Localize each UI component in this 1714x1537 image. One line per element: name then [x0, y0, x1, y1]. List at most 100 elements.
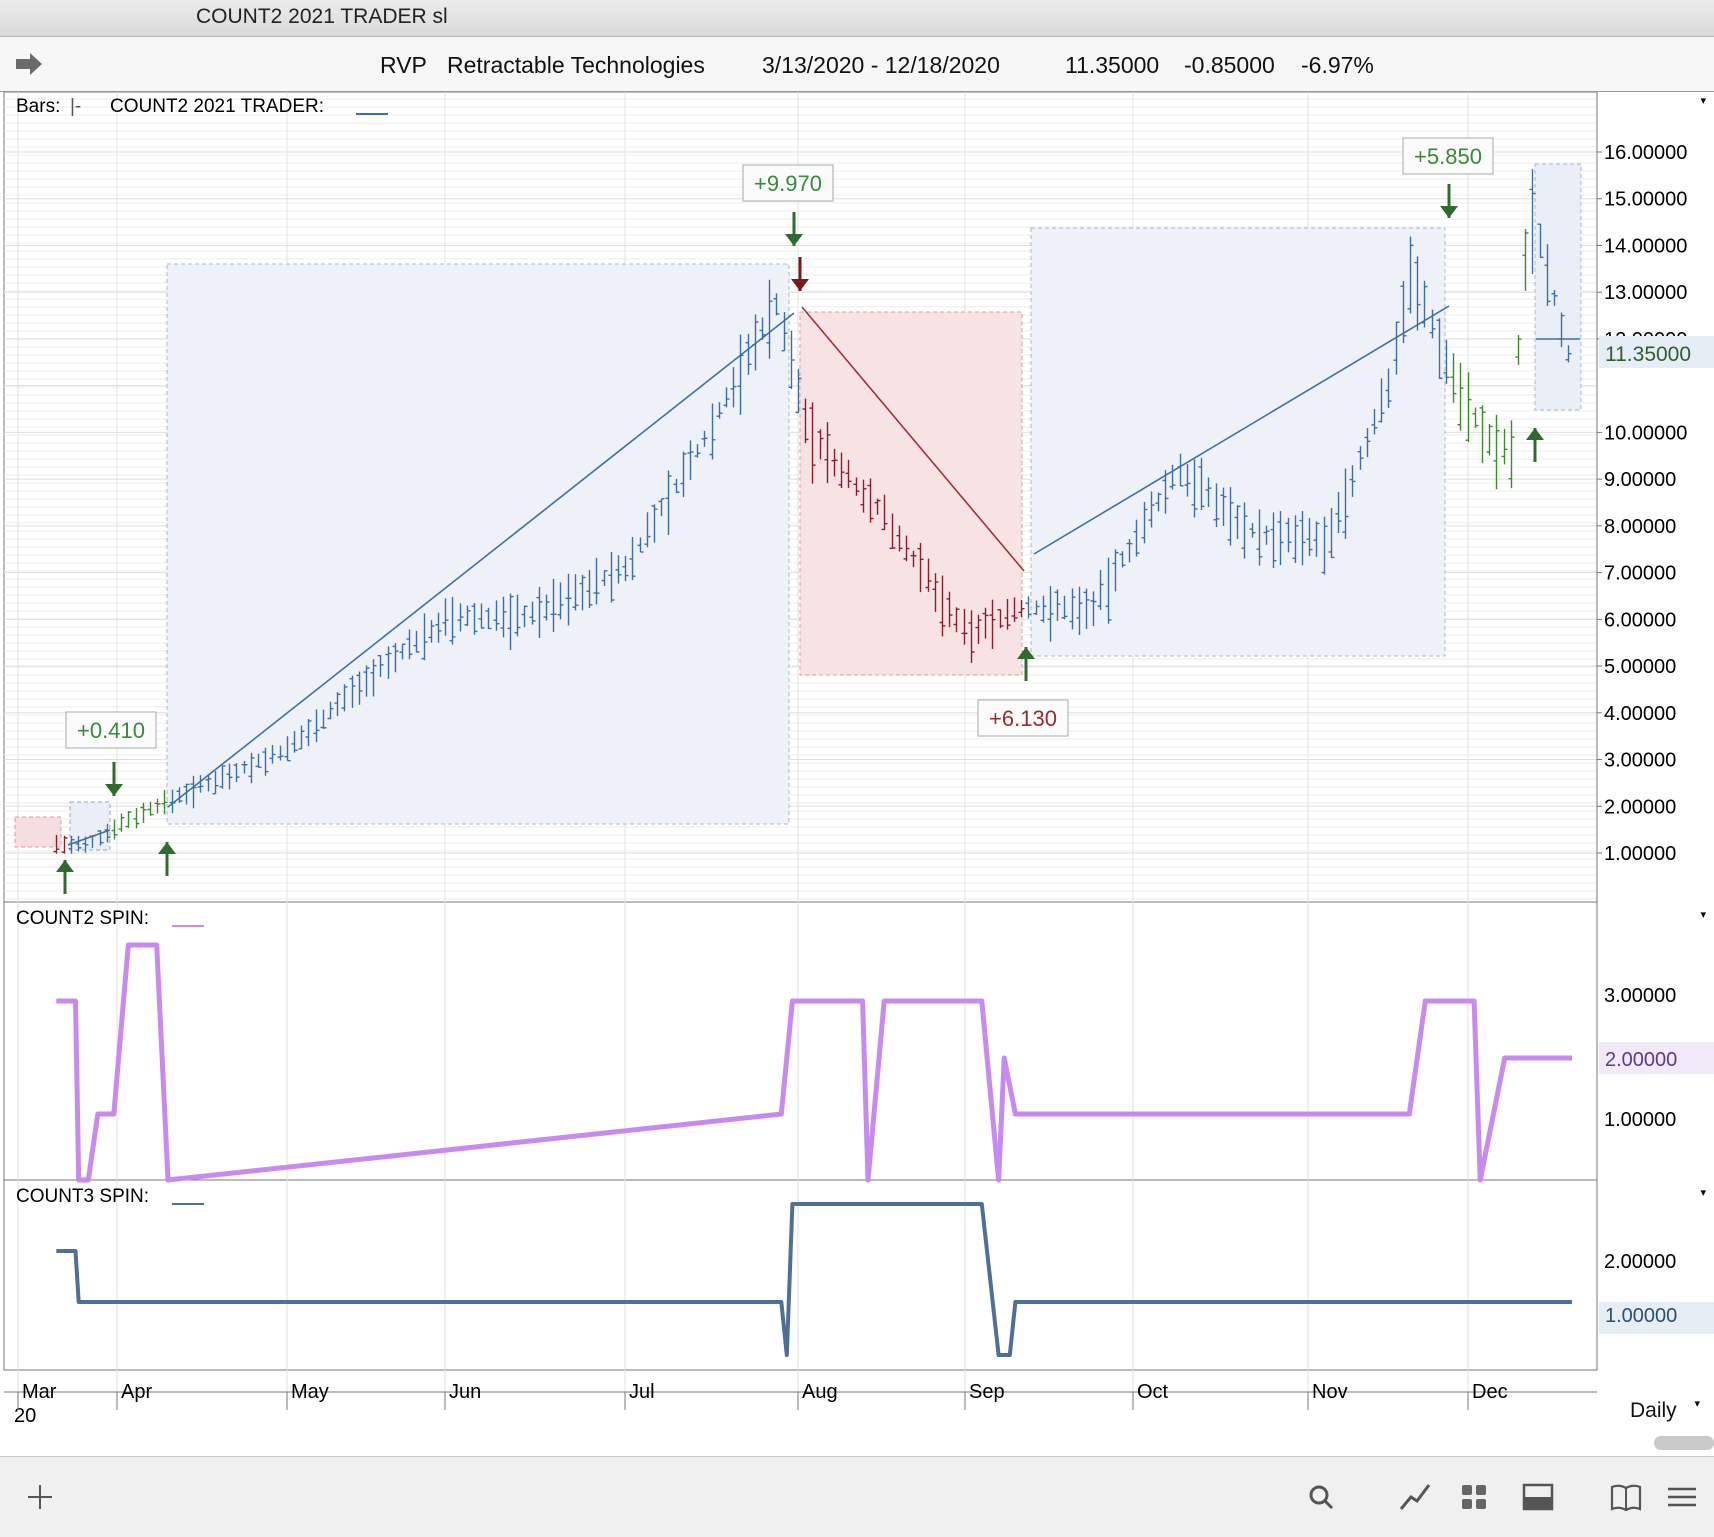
spin2-label: COUNT2 SPIN:: [16, 908, 149, 929]
price-tick-label: 8.00000: [1604, 516, 1676, 538]
window-titlebar: COUNT2 2021 TRADER sl: [0, 0, 1714, 37]
price-bars: [53, 169, 1572, 854]
spin2-axis: ▾ 3.00000 1.00000 2.00000: [1599, 909, 1714, 1131]
chart-area[interactable]: +0.410 +9.970 +6.130 +5.850 Bars: |- COUNT2…: [0, 91, 1714, 1430]
plus-icon[interactable]: [20, 1479, 60, 1515]
spin3-tick: 2.00000: [1604, 1251, 1676, 1273]
trade-pnl-label: +5.850: [1402, 137, 1494, 175]
price-tick-label: 16.00000: [1604, 142, 1687, 164]
interval-chevron-icon: ▾: [1694, 1398, 1701, 1410]
current-price-tag: [1599, 336, 1714, 368]
price-tick-label: 9.00000: [1604, 469, 1676, 491]
axis-menu-chevron-icon[interactable]: ▾: [1700, 95, 1706, 107]
spin2-line: [56, 942, 1572, 1183]
buy-arrow-icon: [1017, 647, 1035, 681]
month-label: Mar: [22, 1381, 57, 1403]
trade-pnl-label: +0.410: [65, 711, 157, 749]
svg-text:+6.130: +6.130: [989, 706, 1057, 731]
spin3-label: COUNT3 SPIN:: [16, 1186, 149, 1207]
sell-arrow-icon: [791, 257, 809, 291]
last-price: 11.35000: [1065, 52, 1160, 78]
sell-arrow-icon: [785, 212, 803, 246]
bars-label: Bars:: [16, 96, 60, 117]
trend-line-2: [167, 312, 795, 808]
price-tick-label: 3.00000: [1604, 750, 1676, 772]
trade-box-6: [1534, 163, 1582, 411]
horizontal-scrollbar[interactable]: [1654, 1436, 1714, 1450]
buy-arrow-icon: [56, 860, 74, 894]
price-tick-label: 10.00000: [1604, 422, 1687, 444]
price-tick-label: 6.00000: [1604, 609, 1676, 631]
price-tick-label: 2.00000: [1604, 796, 1676, 818]
time-axis: 20 Mar Apr May Jun Jul Aug Sep Oct Nov Dec: [4, 1381, 1597, 1427]
month-label: Aug: [802, 1381, 838, 1403]
price-study-label: COUNT2 2021 TRADER:: [110, 96, 324, 117]
sell-arrow-icon: [1440, 184, 1458, 218]
spin2-tick: 1.00000: [1604, 1109, 1676, 1131]
price-tick-label: 14.00000: [1604, 235, 1687, 257]
price-axis: ▾ 16.0000015.0000014.0000013.0000012.000…: [1596, 92, 1714, 1370]
trend-line-4: [1033, 305, 1450, 555]
date-range: 3/13/2020 - 12/18/2020: [762, 52, 1000, 78]
trade-pnl-label: +9.970: [742, 164, 834, 202]
trend-line-1: [67, 829, 111, 846]
price-tick-label: 7.00000: [1604, 563, 1676, 585]
svg-text:+5.850: +5.850: [1414, 144, 1482, 169]
svg-text:+9.970: +9.970: [754, 171, 822, 196]
price-tick-label: 1.00000: [1604, 843, 1676, 865]
spin2-current-text: 2.00000: [1605, 1049, 1677, 1071]
buy-arrow-icon: [1526, 428, 1544, 462]
month-label: Jul: [629, 1381, 655, 1403]
line-chart-icon[interactable]: [1395, 1479, 1435, 1515]
search-icon[interactable]: [1302, 1479, 1342, 1515]
interval-selector[interactable]: Daily ▾: [1630, 1398, 1700, 1423]
spin3-axis: ▾ 2.00000 1.00000: [1599, 1187, 1714, 1334]
symbol: RVP: [380, 52, 427, 78]
panel-icon[interactable]: [1518, 1479, 1558, 1515]
window-title: COUNT2 2021 TRADER sl: [196, 5, 448, 28]
current-price-text: 11.35000: [1605, 343, 1691, 366]
sell-arrow-icon: [105, 762, 123, 796]
trade-arrows: [56, 184, 1544, 894]
spin2-current-tag: [1599, 1042, 1714, 1074]
trade-box-4: [799, 311, 1023, 676]
price-tick-label: 15.00000: [1604, 189, 1687, 211]
trade-pnl-label: +6.130: [977, 699, 1069, 737]
month-label: May: [291, 1381, 329, 1403]
grid-icon[interactable]: [1454, 1479, 1494, 1515]
menu-icon[interactable]: [1662, 1479, 1702, 1515]
spin3-current-tag: [1599, 1302, 1714, 1334]
month-label: Jun: [449, 1381, 481, 1403]
trade-box-1: [14, 816, 62, 848]
month-label: Sep: [969, 1381, 1005, 1403]
spin3-panel[interactable]: [3, 1179, 1598, 1371]
bottom-toolbar: [0, 1456, 1714, 1537]
trade-box-3: [166, 263, 790, 825]
spin3-line: [56, 1202, 1572, 1357]
price-change: -0.85000: [1184, 52, 1275, 78]
symbol-header: RVP Retractable Technologies 3/13/2020 -…: [0, 37, 1714, 92]
spin2-tick: 3.00000: [1604, 985, 1676, 1007]
book-icon[interactable]: [1606, 1479, 1646, 1515]
month-label: Nov: [1312, 1381, 1348, 1403]
chart-canvas[interactable]: +0.410 +9.970 +6.130 +5.850 Bars: |- COUNT2…: [0, 91, 1714, 1430]
month-label: Dec: [1472, 1381, 1508, 1403]
bars-swatch: |-: [70, 96, 81, 117]
forward-arrow-icon[interactable]: [14, 51, 44, 77]
company-name: Retractable Technologies: [447, 52, 705, 78]
interval-label: Daily: [1630, 1399, 1677, 1422]
price-tick-label: 5.00000: [1604, 656, 1676, 678]
price-tick-label: 4.00000: [1604, 703, 1676, 725]
trade-labels: +0.410 +9.970 +6.130 +5.850: [65, 137, 1494, 749]
month-label: Apr: [121, 1381, 152, 1403]
percent-change: -6.97%: [1301, 52, 1374, 78]
buy-arrow-icon: [158, 842, 176, 876]
month-label: Oct: [1137, 1381, 1169, 1403]
trend-line-3: [801, 306, 1025, 572]
spin2-menu-chevron-icon[interactable]: ▾: [1700, 909, 1706, 921]
spin3-menu-chevron-icon[interactable]: ▾: [1700, 1187, 1706, 1199]
price-tick-label: 13.00000: [1604, 282, 1687, 304]
spin2-panel[interactable]: [3, 901, 1598, 1181]
spin3-current-text: 1.00000: [1605, 1305, 1677, 1327]
svg-text:+0.410: +0.410: [77, 718, 145, 743]
